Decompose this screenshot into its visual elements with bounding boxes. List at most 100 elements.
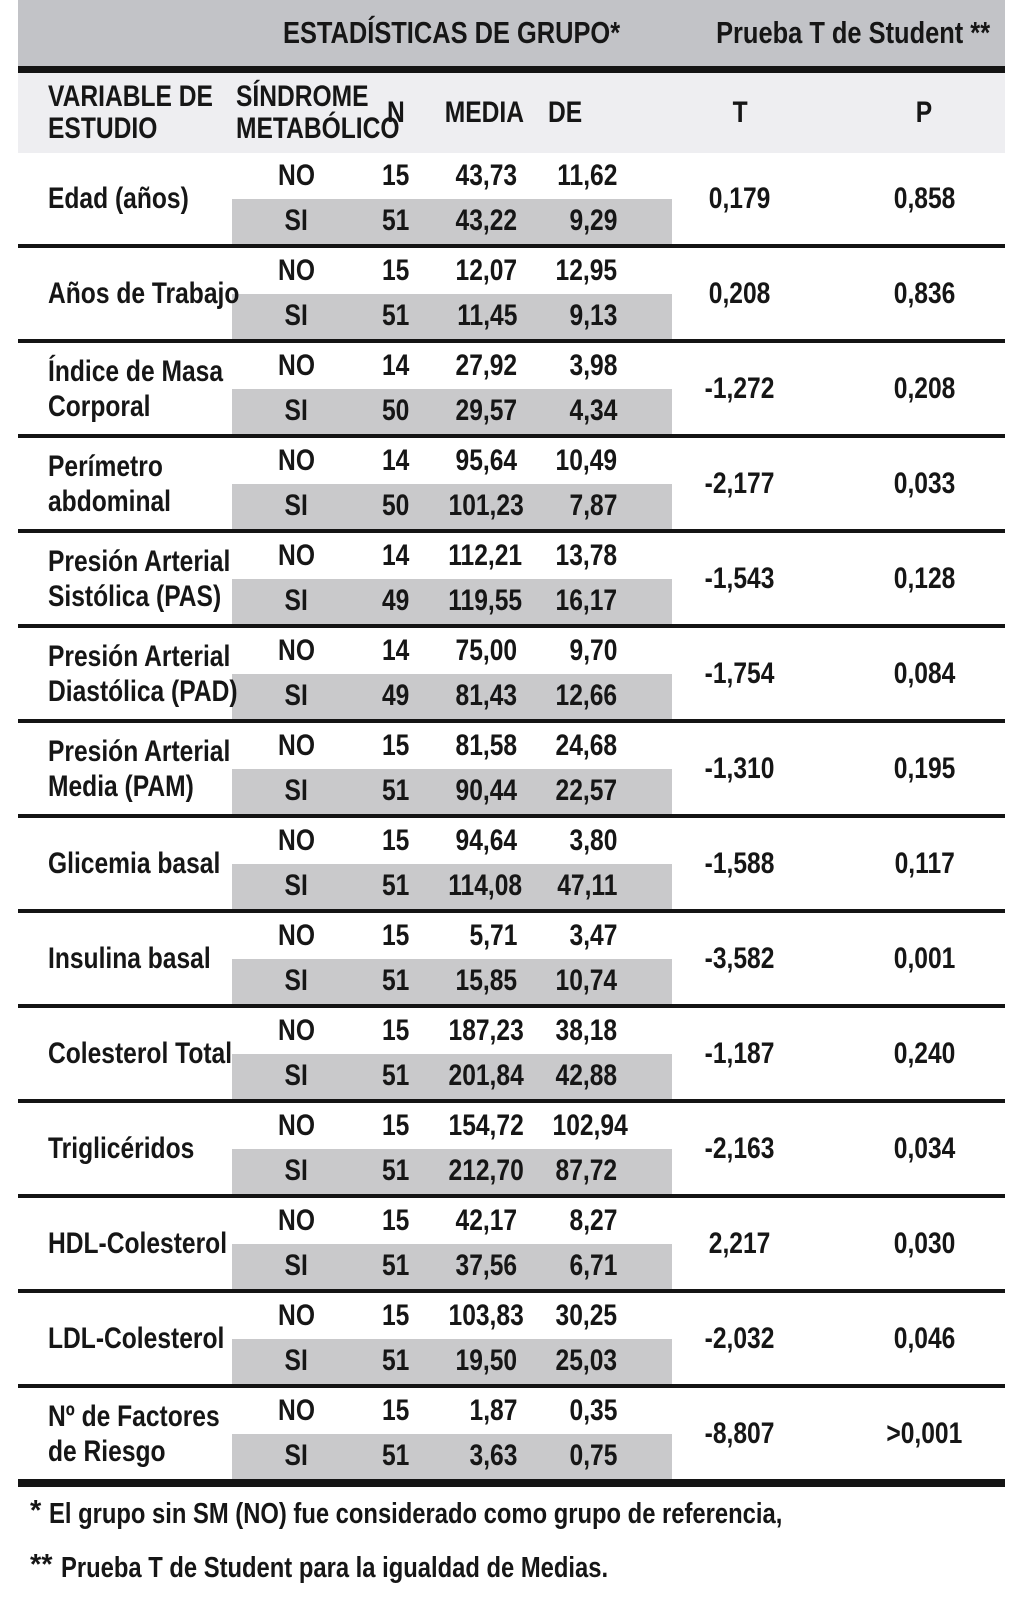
media-value: 81,43 [432, 679, 536, 713]
de-value: 16,17 [536, 584, 672, 618]
p-value-text: 0,117 [894, 846, 955, 880]
media-no-text: 27,92 [455, 348, 517, 382]
de-value: 11,62 [536, 159, 672, 193]
table-row-si: SI 49 81,43 12,66 [232, 673, 672, 719]
t-value-text: 2,217 [709, 1226, 771, 1260]
n-no-text: 15 [382, 1108, 410, 1142]
syndrome-value: NO [232, 159, 360, 193]
de-no-text: 8,27 [569, 1203, 617, 1237]
media-value: 94,64 [432, 824, 536, 858]
n-no-text: 15 [382, 918, 410, 952]
table-row-si: SI 51 90,44 22,57 [232, 768, 672, 814]
syndrome-value: SI [232, 204, 360, 238]
de-value: 3,98 [536, 349, 672, 383]
n-value: 14 [360, 634, 432, 668]
de-no-text: 3,47 [569, 918, 617, 952]
de-no-text: 38,18 [555, 1013, 617, 1047]
n-value: 50 [360, 489, 432, 523]
de-value: 9,29 [536, 204, 672, 238]
table-row-no: NO 15 154,72 102,94 [232, 1103, 672, 1149]
de-value: 38,18 [536, 1014, 672, 1048]
n-value: 15 [360, 254, 432, 288]
n-no-text: 14 [382, 443, 410, 477]
syndrome-value: SI [232, 1249, 360, 1283]
table-row-group: Colesterol Total NO 15 187,23 38,18 SI 5… [18, 1008, 1005, 1103]
p-value: 0,128 [808, 533, 1005, 624]
media-value: 114,08 [432, 869, 536, 903]
de-no-text: 13,78 [555, 538, 617, 572]
n-no-text: 15 [382, 253, 410, 287]
p-value: 0,046 [808, 1293, 1005, 1384]
p-value-text: 0,195 [893, 751, 956, 785]
column-header-de: DE [536, 96, 672, 130]
de-no-text: 3,80 [569, 823, 617, 857]
syndrome-value: SI [232, 1439, 360, 1473]
variable-label: Años de Trabajo [18, 248, 239, 339]
p-value: 0,858 [808, 153, 1005, 244]
media-si-text: 90,44 [455, 774, 517, 808]
footnote-text: Prueba T de Student para la igualdad de … [60, 1552, 608, 1584]
table-row-si: SI 51 212,70 87,72 [232, 1148, 672, 1194]
n-value: 51 [360, 774, 432, 808]
media-value: 81,58 [432, 729, 536, 763]
de-no-text: 30,25 [555, 1298, 617, 1332]
table-row-group: Perímetro abdominal NO 14 95,64 10,49 SI… [18, 438, 1005, 533]
syndrome-si-text: SI [284, 1154, 308, 1188]
n-value: 51 [360, 869, 432, 903]
n-no-text: 15 [382, 158, 410, 192]
de-si-text: 10,74 [555, 964, 617, 998]
variable-label-line1: Insulina basal [48, 942, 211, 975]
de-value: 102,94 [536, 1109, 672, 1143]
de-value: 10,74 [536, 964, 672, 998]
n-no-text: 14 [382, 633, 410, 667]
table-row-si: SI 51 37,56 6,71 [232, 1243, 672, 1289]
variable-label: Perímetro abdominal [18, 438, 232, 529]
media-value: 5,71 [432, 919, 536, 953]
syndrome-value: NO [232, 634, 360, 668]
syndrome-no-text: NO [277, 1298, 315, 1332]
column-header-row: VARIABLE DE ESTUDIO SÍNDROME METABÓLICO … [18, 73, 1005, 153]
syndrome-value: NO [232, 1394, 360, 1428]
table-row-no: NO 15 187,23 38,18 [232, 1008, 672, 1054]
t-value: -2,032 [672, 1293, 808, 1384]
footnote-marker: * [30, 1495, 42, 1527]
n-value: 51 [360, 1154, 432, 1188]
media-no-text: 1,87 [469, 1393, 517, 1427]
column-header-de-text: DE [548, 96, 583, 129]
syndrome-value: SI [232, 1344, 360, 1378]
media-si-text: 29,57 [455, 394, 517, 428]
syndrome-value: NO [232, 444, 360, 478]
table-row-no: NO 15 81,58 24,68 [232, 723, 672, 769]
group-statistics-cells: NO 14 112,21 13,78 SI 49 119,55 16,17 [232, 533, 672, 624]
n-value: 50 [360, 394, 432, 428]
media-value: 212,70 [432, 1154, 536, 1188]
n-no-text: 15 [382, 1393, 410, 1427]
media-value: 27,92 [432, 349, 536, 383]
syndrome-value: SI [232, 964, 360, 998]
footnote-marker: ** [30, 1549, 53, 1581]
media-value: 43,22 [432, 204, 536, 238]
syndrome-no-text: NO [277, 1203, 315, 1237]
de-no-text: 24,68 [555, 728, 617, 762]
media-value: 1,87 [432, 1394, 536, 1428]
p-value-text: 0,001 [893, 941, 956, 975]
syndrome-value: NO [232, 919, 360, 953]
p-value-text: 0,208 [893, 371, 956, 405]
media-no-text: 81,58 [455, 728, 517, 762]
table-header-band: ESTADÍSTICAS DE GRUPO* Prueba T de Stude… [18, 0, 1005, 73]
n-value: 51 [360, 964, 432, 998]
t-value: -8,807 [672, 1388, 808, 1479]
n-value: 15 [360, 824, 432, 858]
media-no-text: 12,07 [455, 253, 517, 287]
variable-label-line2: abdominal [48, 484, 172, 518]
p-value-text: 0,030 [893, 1226, 956, 1260]
media-value: 42,17 [432, 1204, 536, 1238]
syndrome-no-text: NO [277, 823, 315, 857]
variable-label-line1: Triglicéridos [48, 1132, 195, 1165]
t-value-text: -1,187 [705, 1036, 775, 1070]
media-value: 154,72 [432, 1109, 536, 1143]
syndrome-no-text: NO [277, 1393, 315, 1427]
de-value: 24,68 [536, 729, 672, 763]
n-value: 51 [360, 1344, 432, 1378]
variable-label-line2: Corporal [48, 389, 151, 423]
